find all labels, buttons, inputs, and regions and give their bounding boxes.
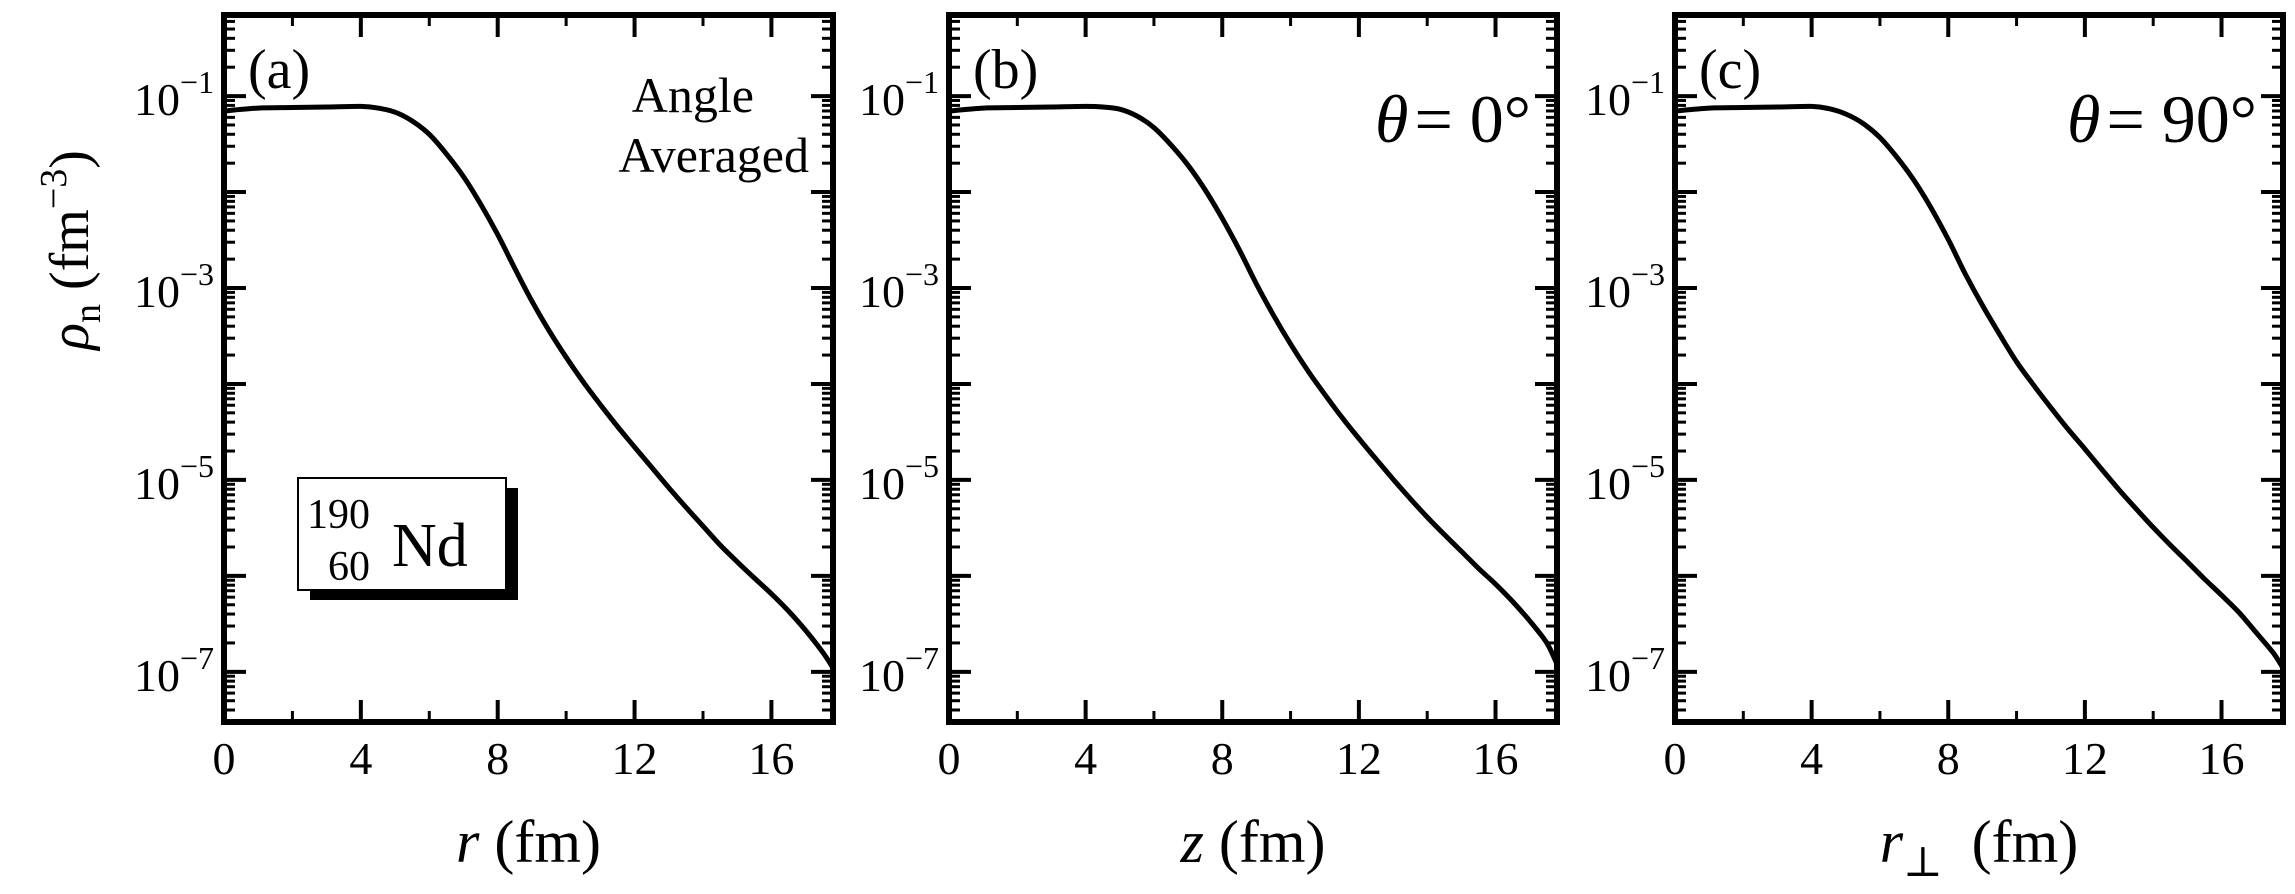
nucleus-atomic-number: 60 [328,544,370,590]
x-tick-label: 16 [748,733,794,784]
y-tick-label: 10−5 [859,448,939,509]
nucleus-box-frame [297,477,507,591]
panel-annotation: θ= 90° [2067,81,2257,157]
panel-label: (b) [973,39,1038,101]
y-label-unit-open: (fm [39,209,101,290]
x-tick-label: 4 [1800,733,1823,784]
x-tick-label: 0 [1664,733,1687,784]
y-tick-label: 10−5 [134,448,214,509]
panel-1: 10−1 10−3 10−5 10−7 0 4 8 12 16 r (fm) (a) AngleAve… [134,12,836,875]
x-tick-label: 16 [2199,733,2245,784]
nucleus-symbol: Nd [392,512,468,580]
y-tick-label: 10−5 [1585,448,1665,509]
panel-label: (a) [248,39,310,101]
y-tick-label: 10−1 [859,64,939,125]
x-axis-label: r (fm) [456,809,601,875]
density-curve [948,103,1560,666]
y-label-unit-exponent: −3 [33,169,75,209]
y-tick-label: 10−3 [859,256,939,317]
x-tick-label: 12 [2062,733,2108,784]
x-axis-label: z (fm) [1180,809,1326,875]
panel-3: 10−1 10−3 10−5 10−7 0 4 8 12 16 r⊥ (fm) (c) θ= 90° [1585,12,2286,886]
density-curve [1674,103,2286,670]
y-axis-label: ρn (fm−3) [33,150,109,352]
density-curve [223,103,836,670]
y-tick-label: 10−3 [134,256,214,317]
y-label-symbol: ρ [39,323,101,352]
x-tick-label: 8 [1211,733,1234,784]
x-tick-label: 0 [938,733,961,784]
axes-frame [1672,12,2286,725]
nucleus-mass-number: 190 [307,492,370,538]
axes-frame [946,12,1560,725]
panel-annotation: θ= 0° [1375,81,1531,157]
x-tick-label: 4 [1074,733,1097,784]
x-tick-label: 12 [612,733,658,784]
x-tick-label: 12 [1336,733,1382,784]
nucleus-box: 190 60 Nd [297,477,518,600]
panel-annotation: Averaged [618,127,809,183]
x-tick-label: 0 [213,733,236,784]
y-tick-label: 10−7 [859,640,939,701]
x-tick-label: 16 [1473,733,1519,784]
x-tick-label: 4 [349,733,372,784]
svg-text:ρn(fm−3): ρn (fm−3) [33,150,109,352]
y-tick-label: 10−1 [1585,64,1665,125]
y-tick-label: 10−3 [1585,256,1665,317]
x-tick-label: 8 [1937,733,1960,784]
panel-2: 10−1 10−3 10−5 10−7 0 4 8 12 16 z (fm) (b) θ= 0° [859,12,1560,875]
axes-frame [221,12,836,725]
x-tick-label: 8 [486,733,509,784]
x-axis-label: r⊥ (fm) [1880,809,2078,886]
y-tick-label: 10−7 [134,640,214,701]
panel-annotation: Angle [632,67,754,123]
panel-label: (c) [1699,39,1761,101]
y-tick-label: 10−1 [134,64,214,125]
y-label-unit-close: ) [39,150,101,169]
y-tick-label: 10−7 [1585,640,1665,701]
y-label-subscript: n [67,304,109,323]
panels: 10−1 10−3 10−5 10−7 0 4 8 12 16 r (fm) (a) AngleAve… [134,12,2286,886]
